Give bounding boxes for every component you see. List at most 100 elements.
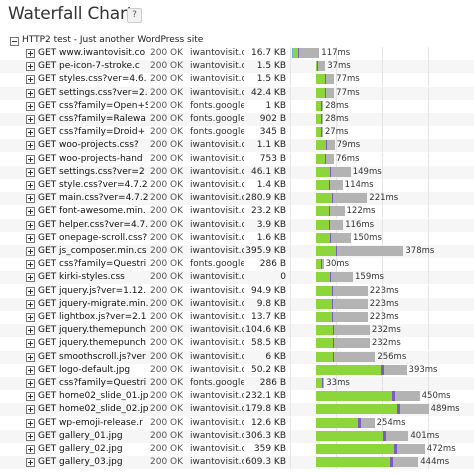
ttfb-segment [332, 285, 334, 296]
request-row[interactable]: GET jquery.themepunch 200 OK iwantovisit.c… [0, 337, 474, 351]
expand-icon[interactable] [26, 167, 35, 177]
expand-icon[interactable] [26, 128, 35, 138]
page-group: HTTP2 test - Just another WordPress site [0, 35, 474, 48]
expand-icon[interactable] [26, 418, 35, 428]
receive-segment [316, 364, 381, 375]
expand-icon[interactable] [26, 62, 35, 72]
timeline-gridline [428, 337, 429, 351]
wait-segment [392, 457, 419, 468]
expand-icon[interactable] [26, 286, 35, 296]
request-status: 200 OK [150, 364, 184, 375]
expand-icon[interactable] [26, 352, 35, 362]
request-row[interactable]: GET gallery_01.jpg 200 OK iwantovisit.co30… [0, 429, 474, 443]
expand-icon[interactable] [26, 405, 35, 415]
timeline-gridline [290, 311, 291, 324]
timeline-gridline [428, 86, 429, 100]
ttfb-segment [321, 259, 323, 270]
request-size: 1.1 KB [256, 140, 286, 151]
expand-icon[interactable] [26, 339, 35, 349]
request-row[interactable]: GET js_composer.min.cs 200 OK iwantovisit.… [0, 245, 474, 258]
expand-icon[interactable] [26, 392, 35, 402]
request-row[interactable]: GET font-awesome.min. 200 OK iwantovisit.c… [0, 205, 474, 219]
request-host: iwantovisit.co [190, 180, 244, 190]
expand-icon[interactable] [26, 365, 35, 375]
request-size: 9.8 KB [256, 298, 286, 309]
request-row[interactable]: GET woo-projects-hand 200 OK iwantovisit.c… [0, 152, 474, 166]
request-status: 200 OK [150, 193, 184, 204]
request-size: 13.7 KB [251, 312, 286, 322]
request-host: iwantovisit.co [190, 338, 244, 349]
request-row[interactable]: GET gallery_03.jpg 200 OK iwantovisit.co60… [0, 456, 474, 470]
request-row[interactable]: GET main.css?ver=4.7.2 200 OK iwantovisit.… [0, 192, 474, 206]
request-row[interactable]: GET onepage-scroll.css? 200 OK iwantovisit… [0, 231, 474, 245]
expand-icon[interactable] [26, 49, 35, 58]
expand-icon[interactable] [26, 141, 35, 151]
request-time: 37ms [327, 61, 351, 72]
expand-icon[interactable] [26, 88, 35, 98]
expand-icon[interactable] [26, 194, 35, 204]
expand-icon[interactable] [26, 207, 35, 217]
request-row[interactable]: GET woo-projects.css? 200 OK iwantovisit.c… [0, 139, 474, 153]
request-row[interactable]: GET helper.css?ver=4.7. 200 OK iwantovisit… [0, 218, 474, 232]
request-row[interactable]: GET smoothscroll.js?ver 200 OK iwantovisit… [0, 350, 474, 364]
request-row[interactable]: GET style.css?ver=4.7.2 200 OK iwantovisit… [0, 179, 474, 192]
request-row[interactable]: GET wp-emoji-release.r 200 OK iwantovisit.… [0, 416, 474, 430]
request-time: 232ms [371, 338, 401, 349]
request-row[interactable]: GET www.iwantovisit.co 200 OK iwantovisit.… [0, 47, 474, 60]
expand-icon[interactable] [26, 154, 35, 164]
expand-icon[interactable] [26, 273, 35, 283]
request-row[interactable]: GET pe-icon-7-stroke.c 200 OK iwantovisit.… [0, 60, 474, 74]
expand-icon[interactable] [26, 445, 35, 454]
expand-icon[interactable] [26, 115, 35, 124]
timeline-gridline [290, 139, 291, 153]
expand-icon[interactable] [26, 458, 35, 468]
ttfb-segment [332, 338, 334, 349]
expand-icon[interactable] [26, 247, 35, 256]
request-row[interactable]: GET styles.css?ver=4.6. 200 OK iwantovisit… [0, 73, 474, 87]
timeline-gridline [290, 456, 291, 470]
expand-icon[interactable] [26, 75, 35, 85]
request-row[interactable]: GET lightbox.js?ver=2.1 200 OK iwantovisit… [0, 311, 474, 324]
timeline-gridline [290, 416, 291, 430]
request-row[interactable]: GET jquery-migrate.min. 200 OK iwantovisit… [0, 297, 474, 311]
request-host: iwantovisit.co [190, 166, 244, 177]
request-row[interactable]: GET settings.css?ver=2. 200 OK iwantovisit… [0, 86, 474, 100]
expand-icon[interactable] [26, 431, 35, 441]
request-row[interactable]: GET kirki-styles.css 200 OK iwantovisit.co… [0, 271, 474, 285]
timeline-gridline [382, 416, 383, 430]
request-size: 16.7 KB [251, 48, 286, 58]
request-row[interactable]: GET gallery_02.jpg 200 OK iwantovisit.co 35… [0, 443, 474, 456]
expand-icon[interactable] [26, 220, 35, 230]
help-button[interactable]: ? [127, 8, 142, 23]
request-row[interactable]: GET home02_slide_02.jpg 200 OK iwantovisit… [0, 403, 474, 417]
receive-segment [316, 74, 326, 85]
expand-icon[interactable] [26, 326, 35, 336]
request-time: 221ms [369, 193, 399, 204]
receive-segment [316, 180, 329, 190]
expand-icon[interactable] [26, 101, 35, 111]
header: Waterfall Chart ? [0, 0, 474, 30]
request-row[interactable]: GET jquery.themepunch 200 OK iwantovisit.c… [0, 324, 474, 338]
ttfb-segment [329, 232, 331, 243]
expand-icon[interactable] [26, 299, 35, 309]
timeline-gridline [382, 152, 383, 166]
request-row[interactable]: GET css?family=Questri 200 OK fonts.google… [0, 258, 474, 272]
request-row[interactable]: GET css?family=Open+S 200 OK fonts.google.… [0, 99, 474, 113]
request-row[interactable]: GET logo-default.jpg 200 OK iwantovisit.co… [0, 363, 474, 377]
expand-icon[interactable] [26, 379, 35, 388]
expand-icon[interactable] [26, 313, 35, 322]
request-row[interactable]: GET jquery.js?ver=1.12. 200 OK iwantovisit… [0, 284, 474, 298]
request-row[interactable]: GET css?family=Droid+ 200 OK fonts.google.… [0, 126, 474, 140]
collapse-icon[interactable] [10, 37, 19, 46]
wait-segment [331, 272, 354, 283]
request-host: iwantovisit.co [190, 285, 244, 296]
expand-icon[interactable] [26, 260, 35, 270]
request-row[interactable]: GET css?family=Ralewa 200 OK fonts.google.… [0, 113, 474, 126]
expand-icon[interactable] [26, 181, 35, 190]
receive-segment [316, 391, 393, 402]
request-row[interactable]: GET settings.css?ver=2 200 OK iwantovisit.… [0, 165, 474, 179]
request-row[interactable]: GET home02_slide_01.jpg 200 OK iwantovisit… [0, 390, 474, 404]
expand-icon[interactable] [26, 233, 35, 243]
timeline-bar: 76ms [290, 152, 474, 166]
request-row[interactable]: GET css?family=Questri 200 OK fonts.google… [0, 377, 474, 390]
